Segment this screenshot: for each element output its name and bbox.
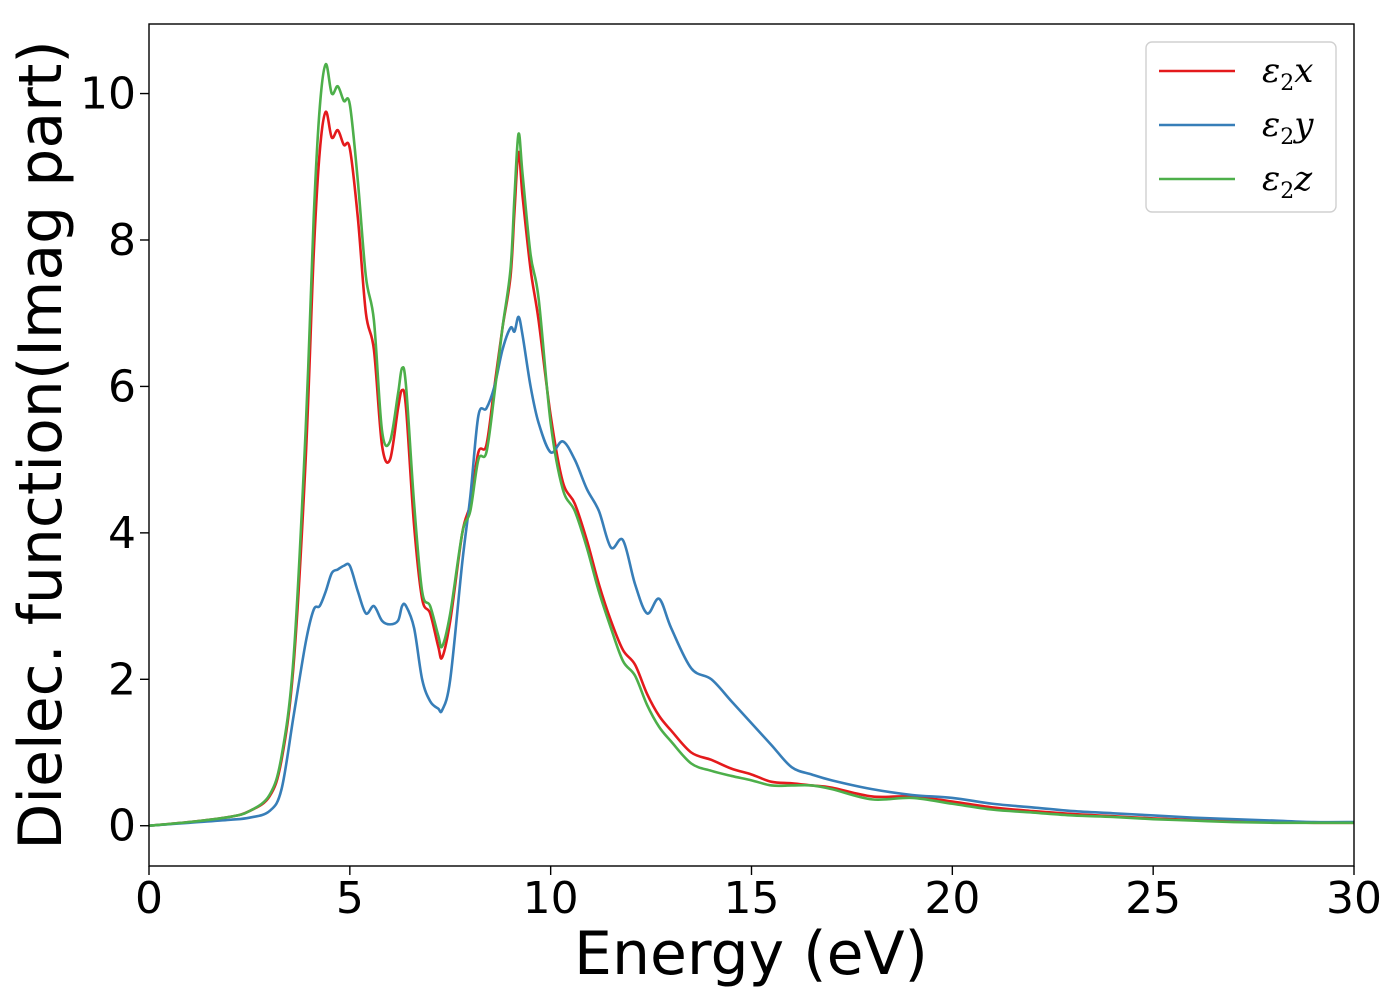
x-tick-label: 20 — [924, 873, 980, 924]
y-tick-label: 8 — [108, 215, 136, 266]
legend-box — [1145, 41, 1337, 213]
y-tick-label: 10 — [80, 69, 136, 120]
y-tick-label: 6 — [108, 361, 136, 412]
series-line-y — [148, 315, 1355, 828]
legend: ε2x ε2y ε2z — [1145, 41, 1337, 213]
x-tick-label: 0 — [135, 873, 163, 924]
x-tick-label: 15 — [724, 873, 780, 924]
legend-label-y: ε2y — [1262, 105, 1314, 150]
x-tick-label: 30 — [1326, 873, 1382, 924]
y-axis-ticks: 0 2 4 6 8 10 — [80, 69, 149, 852]
legend-label-x: ε2x — [1262, 51, 1313, 96]
series-line-z — [148, 62, 1354, 828]
x-tick-label: 10 — [523, 873, 579, 924]
y-tick-label: 4 — [108, 508, 136, 559]
y-tick-label: 2 — [108, 654, 136, 705]
y-tick-label: 0 — [108, 801, 136, 852]
x-axis-ticks: 0 5 10 15 20 25 30 — [135, 866, 1382, 924]
y-axis-title: Dielec. function(Imag part) — [6, 40, 76, 850]
series-layer — [148, 62, 1355, 828]
x-axis-title: Energy (eV) — [574, 919, 928, 989]
x-tick-label: 5 — [336, 873, 364, 924]
legend-label-z: ε2z — [1262, 159, 1313, 204]
x-tick-label: 25 — [1125, 873, 1181, 924]
